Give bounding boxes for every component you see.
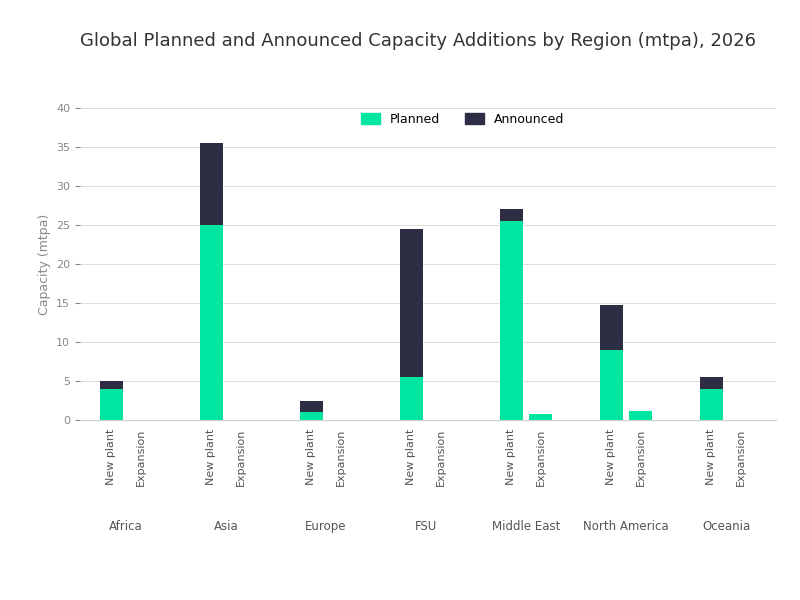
Legend: Planned, Announced: Planned, Announced bbox=[356, 108, 570, 131]
Bar bbox=[499, 209, 523, 221]
Y-axis label: Capacity (mtpa): Capacity (mtpa) bbox=[38, 214, 50, 314]
Bar bbox=[599, 305, 623, 350]
Bar bbox=[100, 381, 123, 389]
Bar bbox=[399, 229, 423, 377]
Bar bbox=[699, 389, 723, 420]
Text: FSU: FSU bbox=[415, 520, 437, 533]
Bar bbox=[399, 377, 423, 420]
Text: Oceania: Oceania bbox=[702, 520, 750, 533]
Text: North America: North America bbox=[583, 520, 669, 533]
Text: Middle East: Middle East bbox=[492, 520, 560, 533]
Bar bbox=[299, 401, 323, 412]
Bar bbox=[629, 410, 653, 420]
Bar bbox=[499, 221, 523, 420]
Bar bbox=[199, 143, 223, 225]
Text: Asia: Asia bbox=[214, 520, 238, 533]
Title: Global Planned and Announced Capacity Additions by Region (mtpa), 2026: Global Planned and Announced Capacity Ad… bbox=[80, 31, 756, 49]
Bar bbox=[199, 225, 223, 420]
Bar bbox=[100, 389, 123, 420]
Bar bbox=[699, 377, 723, 389]
Bar bbox=[599, 350, 623, 420]
Bar bbox=[529, 414, 553, 420]
Text: Africa: Africa bbox=[109, 520, 143, 533]
Text: Europe: Europe bbox=[306, 520, 347, 533]
Bar bbox=[299, 412, 323, 420]
